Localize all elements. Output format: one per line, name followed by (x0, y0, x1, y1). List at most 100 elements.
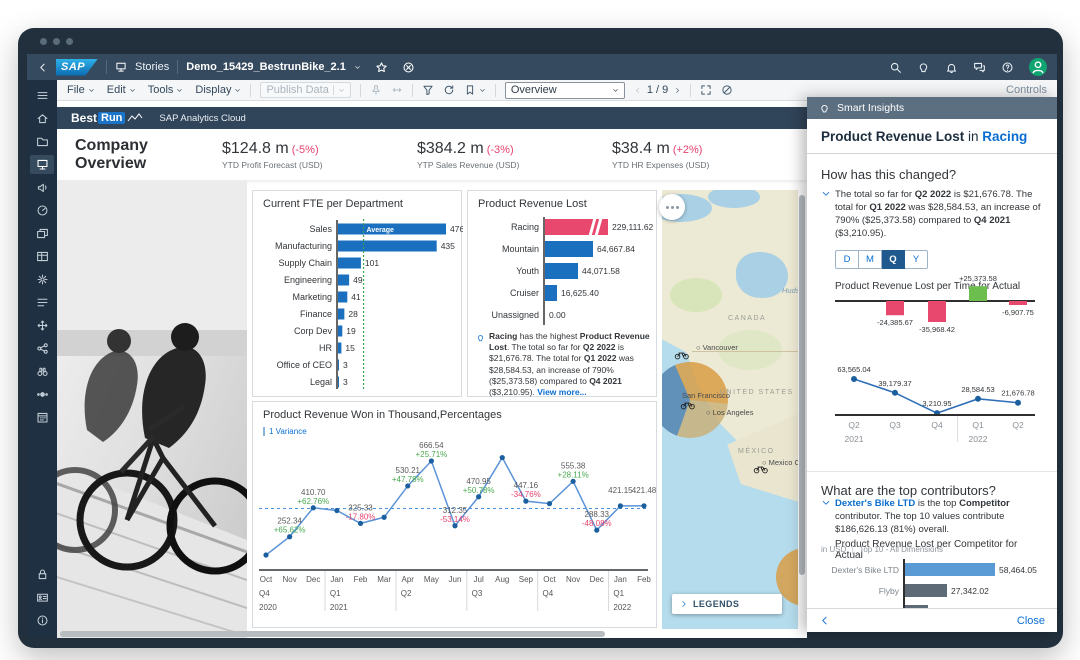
app-name: SAP Analytics Cloud (159, 112, 246, 124)
kpi-value: $124.8 m (222, 139, 289, 157)
svg-text:Q1: Q1 (972, 420, 984, 430)
pie-marker-partial[interactable] (776, 548, 798, 606)
close-document-icon[interactable] (402, 61, 415, 74)
sidebar-item-rows[interactable] (30, 293, 54, 312)
svg-text:Nov: Nov (283, 575, 297, 584)
menu-icon (36, 89, 49, 102)
svg-text:15: 15 (345, 343, 355, 353)
refresh-icon[interactable] (443, 84, 455, 96)
sidebar-item-folder[interactable] (30, 132, 54, 151)
sidebar-item-idcard[interactable] (30, 588, 54, 607)
sidebar-item-gear[interactable] (30, 270, 54, 289)
bicycle-icon (674, 350, 690, 360)
sidebar-item-gauge[interactable] (30, 201, 54, 220)
geo-map[interactable]: CANADA UNITED STATES MÉXICO Hudson ○ Vancouv… (662, 190, 798, 629)
competitor-row[interactable]: Flyby 27,342.02 (819, 580, 1045, 601)
fullscreen-icon[interactable] (700, 84, 712, 96)
svg-text:Jan: Jan (330, 575, 343, 584)
back-icon[interactable] (37, 62, 48, 73)
megaphone-icon (36, 181, 49, 194)
svg-text:421.48: 421.48 (632, 486, 657, 495)
sidebar-item-megaphone[interactable] (30, 178, 54, 197)
back-chevron-icon[interactable] (819, 615, 830, 626)
menu-display[interactable]: Display (195, 84, 241, 96)
sidebar-item-stories[interactable] (30, 155, 54, 174)
competitor-bar[interactable] (905, 584, 947, 597)
svg-text:229,111.62: 229,111.62 (612, 222, 654, 232)
collapse-icon[interactable] (821, 189, 831, 199)
panel-header: Smart Insights (807, 97, 1057, 119)
pin-icon[interactable] (370, 84, 382, 96)
bookmark-menu[interactable] (464, 84, 486, 96)
stories-label[interactable]: Stories (135, 61, 170, 73)
sidebar-item-lock[interactable] (30, 565, 54, 584)
menu-tools[interactable]: Tools (148, 84, 184, 96)
dots3-icon (36, 388, 49, 401)
granularity-d[interactable]: D (835, 250, 859, 270)
granularity-y[interactable]: Y (905, 250, 928, 270)
help-icon[interactable] (1001, 61, 1014, 74)
sidebar-item-move[interactable] (30, 316, 54, 335)
bell-icon[interactable] (945, 61, 958, 74)
document-title[interactable]: Demo_15429_BestrunBike_2.1 (186, 61, 346, 73)
sidebar-item-share[interactable] (30, 339, 54, 358)
revenue-lost-bar-chart[interactable]: Racing 229,111.62 Mountain 64,667.84 Youth 44… (468, 215, 658, 329)
sidebar-item-binoculars[interactable] (30, 362, 54, 381)
revenue-won-card: Product Revenue Won in Thousand,Percenta… (252, 401, 657, 628)
collapse-icon[interactable] (821, 498, 831, 508)
publish-data-button[interactable]: Publish Data (260, 82, 351, 98)
svg-text:Q3: Q3 (889, 420, 901, 430)
sidebar-item-cards[interactable] (30, 224, 54, 243)
granularity-q[interactable]: Q (882, 250, 905, 270)
granularity-m[interactable]: M (859, 250, 882, 270)
water-label: Hudson (782, 286, 798, 295)
vertical-scrollbar[interactable] (799, 195, 805, 575)
move-icon[interactable] (391, 84, 403, 96)
map-more-button[interactable] (659, 194, 685, 220)
legends-button[interactable]: LEGENDS (672, 594, 782, 614)
brand-run: Run (98, 112, 126, 124)
chat-icon[interactable] (973, 61, 986, 74)
bulb-icon[interactable] (917, 61, 930, 74)
sidebar-item-dots3[interactable] (30, 385, 54, 404)
competitor-row[interactable]: Dexter's Bike LTD 58,464.05 (819, 559, 1045, 580)
svg-text:Nov: Nov (566, 575, 580, 584)
svg-text:Average: Average (367, 227, 394, 234)
disable-interaction-icon[interactable] (721, 84, 733, 96)
fte-bar-chart[interactable]: Sales 476 Manufacturing 435 Supply Chain 101 E… (253, 217, 463, 395)
next-page-icon[interactable] (674, 87, 681, 94)
sidebar-item-grid[interactable] (30, 247, 54, 266)
prev-page-icon[interactable] (634, 87, 641, 94)
variance-badge[interactable]: 1 Variance (263, 427, 307, 436)
sidebar-item-menu[interactable] (30, 86, 54, 105)
svg-text:-48.08%: -48.08% (582, 519, 612, 528)
window-controls[interactable] (40, 38, 73, 45)
sidebar-item-home[interactable] (30, 109, 54, 128)
competitor-bar-chart[interactable]: Dexter's Bike LTD 58,464.05 Flyby 27,342.02 (819, 559, 1045, 611)
kpi-value: $38.4 m (612, 139, 670, 157)
competitor-bar[interactable] (905, 563, 995, 576)
folder-icon (36, 135, 49, 148)
kpi-row: Company Overview $124.8 m (-5%) YTD Profit… (57, 129, 807, 180)
lost-per-time-chart[interactable]: -24,385.67 -35,968.42 +25,373.58 -6,907.75 6… (817, 265, 1047, 450)
controls-label[interactable]: Controls (1006, 84, 1047, 96)
avatar[interactable] (1029, 58, 1047, 76)
sidebar-item-info[interactable] (30, 611, 54, 630)
svg-text:Mar: Mar (377, 575, 391, 584)
chevron-down-icon[interactable] (354, 64, 361, 71)
favorite-star-icon[interactable] (375, 61, 388, 74)
menu-edit[interactable]: Edit (107, 84, 136, 96)
close-button[interactable]: Close (1016, 614, 1045, 627)
revenue-won-line-chart[interactable]: 252.34+65.62% 410.70+62.76% 325.33-17.80% 5… (253, 440, 658, 622)
filter-icon[interactable] (422, 84, 434, 96)
pie-marker[interactable] (662, 362, 728, 438)
search-icon[interactable] (889, 61, 902, 74)
sidebar-item-calendar[interactable] (30, 408, 54, 427)
panel-title: Product Revenue Lost in Racing (807, 119, 1057, 154)
brand-doodle (128, 113, 143, 122)
page-select[interactable]: Overview (504, 81, 625, 99)
region-label: UNITED STATES (720, 389, 794, 396)
horizontal-scrollbar[interactable] (60, 631, 605, 637)
menu-file[interactable]: File (67, 84, 95, 96)
